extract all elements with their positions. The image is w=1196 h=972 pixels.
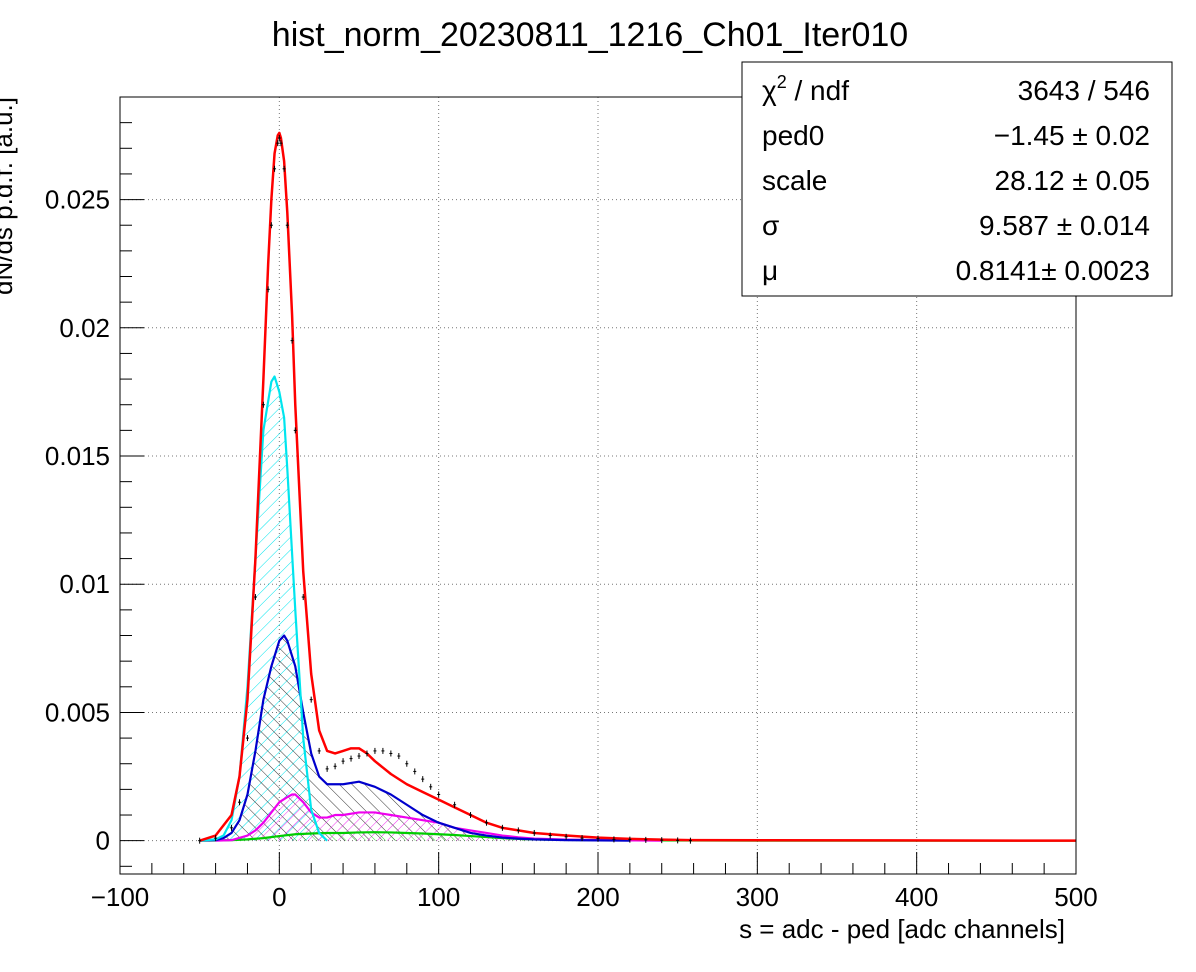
pe1-fill <box>199 635 630 841</box>
component-fills <box>199 376 1076 841</box>
x-axis-label: s = adc - ped [adc channels] <box>739 914 1065 944</box>
stats-value: −1.45 ± 0.02 <box>994 120 1150 151</box>
pe1-line <box>199 634 630 842</box>
y-tick-label: 0.01 <box>59 569 110 599</box>
data-points <box>198 135 692 844</box>
x-tick-label: 0 <box>272 882 286 912</box>
stats-box: χ2 / ndf 3643 / 546 ped0 −1.45 ± 0.02 scale 2… <box>741 61 1173 297</box>
x-tick-label: −100 <box>91 882 150 912</box>
x-tick-label: 500 <box>1054 882 1097 912</box>
stats-label: ped0 <box>762 120 824 151</box>
stats-label: μ <box>762 255 778 286</box>
pedestal-line <box>199 375 328 842</box>
y-axis-label: dN/ds p.d.f. [a.u.] <box>0 97 18 295</box>
x-tick-label: 300 <box>736 882 779 912</box>
y-tick-label: 0 <box>96 826 110 856</box>
x-axis: −100 0 100 200 300 400 500 <box>91 852 1098 912</box>
stats-value: 28.12 ± 0.05 <box>995 165 1151 196</box>
y-tick-label: 0.005 <box>45 697 110 727</box>
pe2-line <box>215 793 662 842</box>
stats-label: χ2 / ndf <box>762 72 849 106</box>
x-tick-label: 200 <box>576 882 619 912</box>
x-tick-label: 400 <box>895 882 938 912</box>
stats-value: 3643 / 546 <box>1018 75 1150 106</box>
stats-label: scale <box>762 165 827 196</box>
chart-title: hist_norm_20230811_1216_Ch01_Iter010 <box>272 16 908 54</box>
stats-value: 9.587 ± 0.014 <box>979 210 1150 241</box>
pe2-fill <box>215 794 662 841</box>
y-tick-label: 0.025 <box>45 185 110 215</box>
stats-label: σ <box>762 210 779 241</box>
y-axis: 0 0.005 0.01 0.015 0.02 0.025 <box>45 122 144 867</box>
y-tick-label: 0.015 <box>45 441 110 471</box>
stats-value: 0.8141± 0.0023 <box>956 255 1150 286</box>
x-tick-label: 100 <box>417 882 460 912</box>
y-tick-label: 0.02 <box>59 313 110 343</box>
